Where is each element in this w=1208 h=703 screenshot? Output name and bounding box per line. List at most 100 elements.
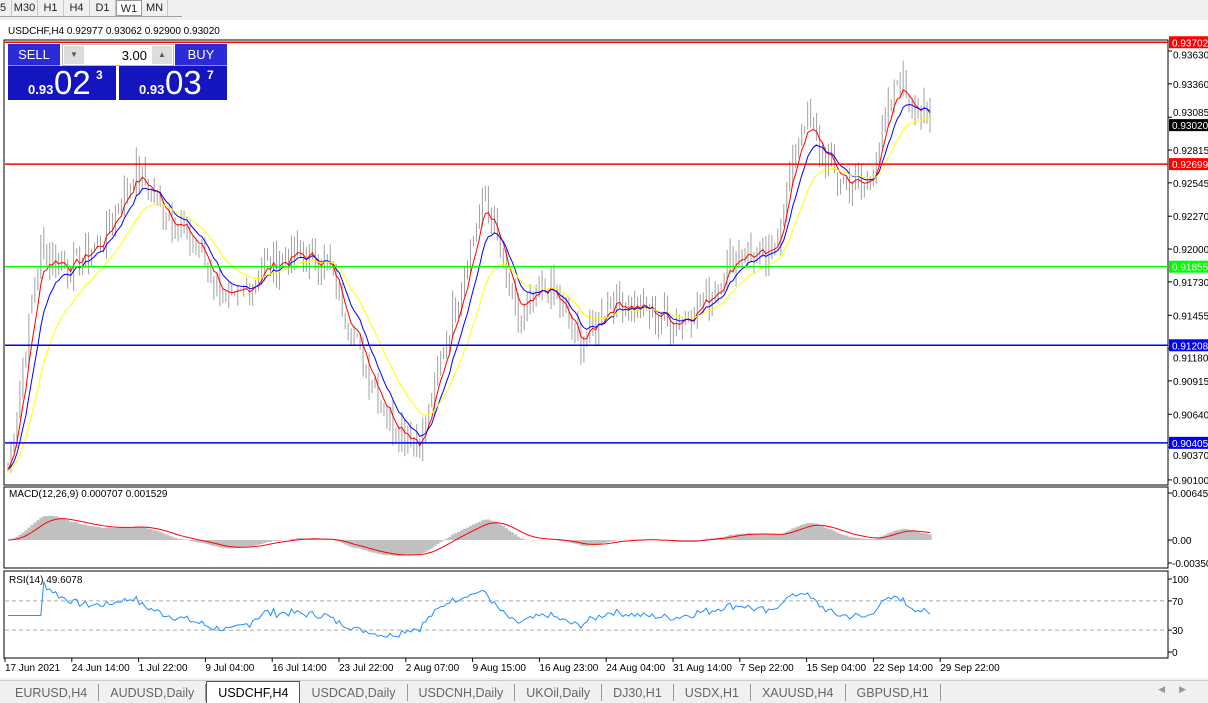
macd-histogram-bar [824,527,828,540]
macd-histogram-bar [692,540,696,542]
macd-histogram-bar [474,523,479,540]
macd-histogram-bar [504,528,508,540]
macd-histogram-bar [51,516,55,540]
lot-increase-icon[interactable]: ▲ [152,46,172,64]
macd-histogram-bar [871,539,876,540]
macd-histogram-bar [809,523,813,540]
macd-histogram-bar [376,540,380,554]
macd-histogram-bar [451,534,455,540]
macd-histogram-bar [391,540,395,556]
macd-histogram-bar [60,517,64,540]
macd-histogram-bar [606,540,610,543]
chart-tab[interactable]: EURUSD,H4 [4,684,100,701]
timeframe-h4[interactable]: H4 [64,0,90,16]
sell-price[interactable]: 0.93 02 3 [8,64,116,101]
macd-histogram-bar [689,540,693,542]
chart-tab[interactable]: DJ30,H1 [602,684,674,701]
date-tick-label: 17 Jun 2021 [5,663,60,674]
macd-histogram-bar [427,540,431,551]
macd-histogram-bar [767,534,771,540]
macd-histogram-bar [355,540,359,549]
chart-tab[interactable]: USDCNH,Daily [408,684,516,701]
chart-tab[interactable]: XAUUSD,H4 [751,684,846,701]
chart-title: USDCHF,H4 0.92977 0.93062 0.92900 0.9302… [8,26,220,37]
macd-histogram-bar [782,533,786,540]
macd-histogram-bar [107,527,112,540]
rsi-line [8,581,931,638]
chart-tab[interactable]: USDCHF,H4 [206,681,301,703]
macd-histogram-bar [233,540,237,549]
macd-histogram-bar [164,534,168,540]
macd-histogram-bar [110,528,115,540]
chart-tab[interactable]: GBPUSD,H1 [846,684,941,701]
lot-decrease-icon[interactable]: ▼ [64,46,84,64]
macd-histogram-bar [337,540,341,542]
tab-scroll-arrows[interactable]: ◀▶ [1158,684,1200,694]
price-tick-label: 0.92000 [1173,245,1208,256]
buy-button[interactable]: BUY [175,44,227,66]
macd-histogram-bar [18,534,22,540]
chart-tab[interactable]: USDCAD,Daily [300,684,408,701]
chart-canvas[interactable]: 0.93630 0.93360 0.93085 0.92815 0.92545 0.922… [0,0,1208,680]
macd-histogram-bar [93,526,97,540]
macd-histogram-bar [385,540,389,556]
lot-size-value[interactable]: 3.00 [121,48,147,63]
macd-histogram-bar [203,540,207,544]
timeframe-5[interactable]: 5 [0,0,12,16]
macd-histogram-bar [236,540,240,548]
macd-histogram-bar [483,519,488,540]
macd-histogram-bar [191,540,195,542]
macd-histogram-bar [847,536,852,540]
macd-histogram-bar [42,516,46,540]
lot-size-input[interactable]: ▼ 3.00 ▲ [62,44,174,66]
buy-price[interactable]: 0.93 03 7 [119,64,227,101]
macd-histogram-bar [859,538,864,540]
macd-histogram-bar [388,540,392,556]
macd-histogram-bar [218,540,222,548]
chart-tab[interactable]: UKOil,Daily [515,684,603,701]
macd-histogram-bar [266,540,270,543]
macd-histogram-bar [421,540,425,553]
macd-histogram-bar [752,533,756,540]
macd-histogram-bar [167,535,171,540]
timeframe-d1[interactable]: D1 [90,0,116,16]
macd-histogram-bar [522,539,526,540]
date-tick-label: 15 Sep 04:00 [807,663,867,674]
macd-histogram-bar [457,531,461,540]
level-price-label: 0.93702 [1172,38,1208,49]
buy-price-big: 03 [165,64,202,101]
macd-histogram-bar [749,533,753,540]
chart-tab[interactable]: USDX,H1 [674,684,751,701]
macd-histogram-bar [400,540,404,556]
level-price-tag [1169,436,1208,449]
macd-histogram-bar [785,531,789,540]
sell-price-big: 02 [54,64,91,101]
macd-histogram-bar [78,523,82,540]
timeframe-w1[interactable]: W1 [116,0,142,16]
macd-histogram-bar [495,522,500,540]
macd-histogram-bar [224,540,228,549]
macd-histogram-bar [773,534,777,540]
macd-histogram-bar [227,540,231,549]
chart-tab[interactable]: AUDUSD,Daily [99,684,207,701]
macd-histogram-bar [72,521,76,540]
sell-button[interactable]: SELL [8,44,60,66]
level-price-label: 0.90405 [1172,439,1208,450]
macd-histogram-bar [803,524,807,540]
date-tick-label: 7 Sep 22:00 [740,663,794,674]
macd-histogram-bar [734,534,738,540]
timeframe-m30[interactable]: M30 [12,0,38,16]
timeframe-h1[interactable]: H1 [38,0,64,16]
level-price-label: 0.91208 [1172,341,1208,352]
macd-histogram-bar [155,530,159,540]
timeframe-mn[interactable]: MN [142,0,168,16]
macd-histogram-bar [862,538,867,540]
price-tick-label: 0.90100 [1173,476,1208,487]
macd-histogram-bar [925,533,929,540]
level-price-label: 0.92699 [1172,160,1208,171]
macd-histogram-bar [439,540,443,543]
macd-histogram-bar [460,530,464,540]
macd-histogram-bar [603,540,607,544]
macd-histogram-bar [272,540,276,541]
macd-histogram-bar [585,540,589,546]
